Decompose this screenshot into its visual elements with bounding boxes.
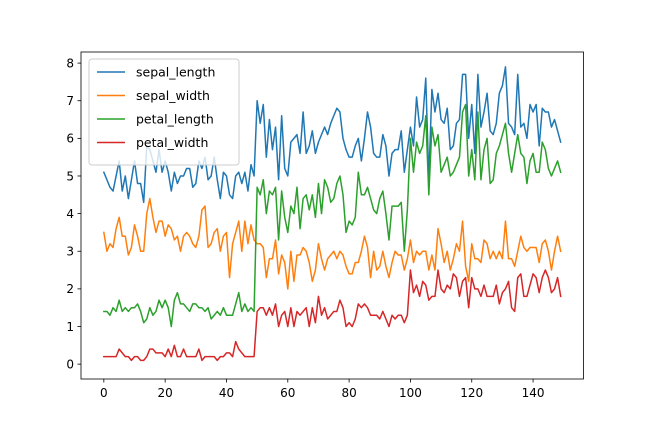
legend-label-petal-width: petal_width [136, 135, 208, 150]
y-tick-label: 5 [66, 169, 74, 183]
x-tick-label: 100 [399, 386, 422, 400]
x-tick-label: 80 [341, 386, 356, 400]
series-layer [102, 66, 562, 362]
y-tick-label: 4 [66, 207, 74, 221]
y-tick-label: 6 [66, 132, 74, 146]
y-tick-label: 2 [66, 282, 74, 296]
x-tick-label: 20 [158, 386, 173, 400]
legend: sepal_length sepal_width petal_lengthpetal… [88, 58, 240, 166]
legend-box [88, 58, 240, 166]
legend-label-petal-length: petal_length [136, 112, 214, 127]
legend-label-sepal-width: sepal_width [136, 88, 210, 103]
x-tick-label: 0 [100, 386, 108, 400]
x-axis: 0 20 40 60 80 100 120 140 [100, 379, 545, 400]
series-line-petal-length [103, 103, 562, 328]
series-line-petal-width [103, 269, 562, 362]
y-tick-label: 0 [66, 357, 74, 371]
legend-label-sepal-length: sepal_length [136, 65, 215, 80]
x-tick-label: 60 [280, 386, 295, 400]
y-tick-label: 3 [66, 245, 74, 259]
y-tick-label: 1 [66, 320, 74, 334]
x-tick-label: 40 [219, 386, 234, 400]
series-line-sepal-width [102, 197, 562, 290]
y-tick-label: 8 [66, 56, 74, 70]
series-line-sepal-length [102, 66, 562, 204]
x-tick-label: 120 [460, 386, 483, 400]
y-tick-label: 7 [66, 94, 74, 108]
x-tick-label: 140 [522, 386, 545, 400]
plot-frame [80, 51, 584, 380]
y-axis: 0 1 2 3 4 5 6 7 8 [66, 56, 81, 371]
